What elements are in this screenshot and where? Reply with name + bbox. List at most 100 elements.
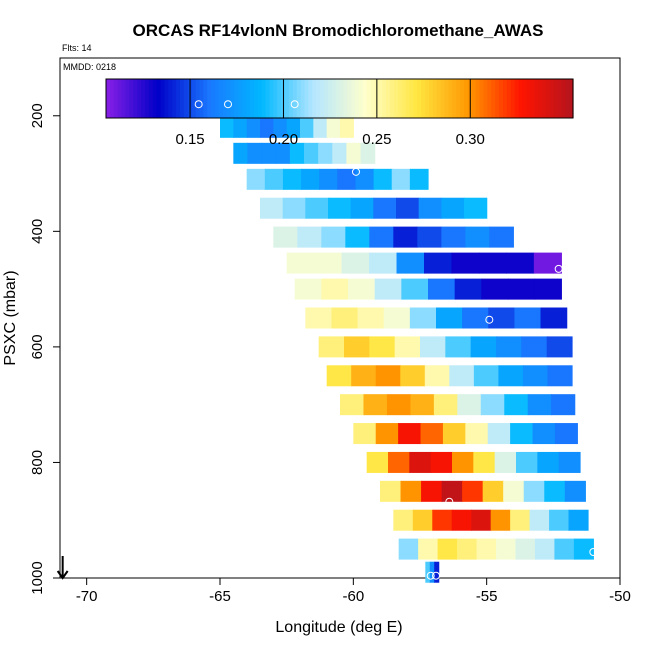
heat-cell (487, 423, 511, 445)
colorbar-swatch (199, 79, 204, 118)
colorbar-swatch (549, 79, 555, 118)
heat-cell (337, 168, 357, 190)
colorbar-swatch (249, 79, 255, 118)
colorbar-swatch (351, 79, 356, 118)
heat-cell (464, 197, 488, 219)
heat-cell (506, 252, 535, 274)
colorbar-swatch (417, 79, 422, 118)
heat-cell (398, 423, 422, 445)
colorbar-swatch (125, 79, 130, 118)
colorbar-swatch (214, 79, 220, 118)
heat-cell (498, 365, 524, 387)
heat-cell (388, 451, 410, 473)
heat-cell (297, 226, 322, 248)
heat-cell (496, 538, 517, 560)
heat-cell (294, 278, 322, 300)
heat-cell (521, 336, 548, 358)
heat-cell (547, 365, 573, 387)
heat-cell (355, 168, 375, 190)
heat-cell (374, 278, 402, 300)
x-tick-label: -70 (76, 588, 98, 605)
heat-cell (420, 423, 444, 445)
heat-cell (313, 116, 328, 138)
heat-cell (350, 197, 374, 219)
heat-cell (452, 451, 474, 473)
colorbar-swatch (456, 79, 461, 118)
heat-cell (409, 451, 432, 473)
colorbar-swatch (522, 79, 527, 118)
sample-marker (589, 548, 598, 556)
y-tick-label: 200 (29, 103, 46, 128)
heat-cell (490, 509, 511, 531)
colorbar-swatch (106, 79, 111, 118)
colorbar-swatch (222, 79, 228, 118)
heat-cell (246, 168, 266, 190)
colorbar-swatch (211, 79, 216, 118)
heat-cell (418, 197, 442, 219)
heat-cell (494, 451, 517, 473)
heat-cell (445, 336, 472, 358)
heat-cell (478, 252, 507, 274)
heat-cell (351, 365, 377, 387)
heat-cell (375, 365, 401, 387)
colorbar-swatch (109, 79, 115, 118)
heat-cell (260, 116, 274, 138)
colorbar-swatch (335, 79, 341, 118)
colorbar-swatch (386, 79, 391, 118)
colorbar-swatch (285, 79, 290, 118)
colorbar-swatch (448, 79, 453, 118)
colorbar-swatch (230, 79, 236, 118)
heat-cell (318, 142, 333, 164)
colorbar-swatch (141, 79, 146, 118)
colorbar-swatch (425, 79, 430, 118)
heat-cell (503, 480, 525, 502)
sample-marker (554, 264, 563, 273)
chart-title: ORCAS RF14vlonN Bromodichloromethane_AWA… (133, 21, 544, 40)
heat-cell (220, 116, 234, 138)
heat-cell (348, 278, 376, 300)
heat-cell (533, 252, 562, 274)
heat-cell (275, 142, 291, 164)
colorbar-swatch (144, 79, 150, 118)
colorbar-swatch (401, 79, 407, 118)
heat-cell (451, 252, 480, 274)
heat-cell (482, 480, 504, 502)
colorbar-swatch (316, 79, 321, 118)
colorbar-swatch (156, 79, 162, 118)
heat-cell (549, 509, 570, 531)
heat-cell (396, 252, 425, 274)
colorbar-swatch (160, 79, 165, 118)
colorbar-swatch (238, 79, 243, 118)
heat-cell (424, 252, 453, 274)
colorbar-swatch (526, 79, 531, 118)
colorbar-swatch (300, 79, 306, 118)
heat-cell (264, 168, 284, 190)
heat-cell (400, 480, 422, 502)
colorbar-swatch (421, 79, 426, 118)
heat-cell (369, 226, 394, 248)
heat-cell (418, 538, 439, 560)
heat-cell (527, 394, 552, 416)
sample-marker (445, 497, 454, 506)
heat-cell (510, 509, 531, 531)
colorbar-swatch (304, 79, 309, 118)
sample-marker (426, 571, 435, 580)
colorbar-tick-label: 0.30 (456, 131, 485, 148)
heat-cell (421, 480, 443, 502)
colorbar-swatch (164, 79, 169, 118)
colorbar-swatch (269, 79, 274, 118)
colorbar-swatch (553, 79, 559, 118)
heat-cell (273, 116, 288, 138)
heat-cell (568, 509, 589, 531)
heat-cell (409, 307, 437, 329)
colorbar-swatch (288, 79, 294, 118)
colorbar-swatch (292, 79, 298, 118)
heat-cell (319, 168, 338, 190)
heat-cell (260, 197, 284, 219)
heat-cell (300, 116, 314, 138)
colorbar-swatch (277, 79, 282, 118)
colorbar-swatch (148, 79, 154, 118)
heat-cell (424, 365, 450, 387)
heat-cell (515, 538, 536, 560)
heat-cell (508, 278, 536, 300)
